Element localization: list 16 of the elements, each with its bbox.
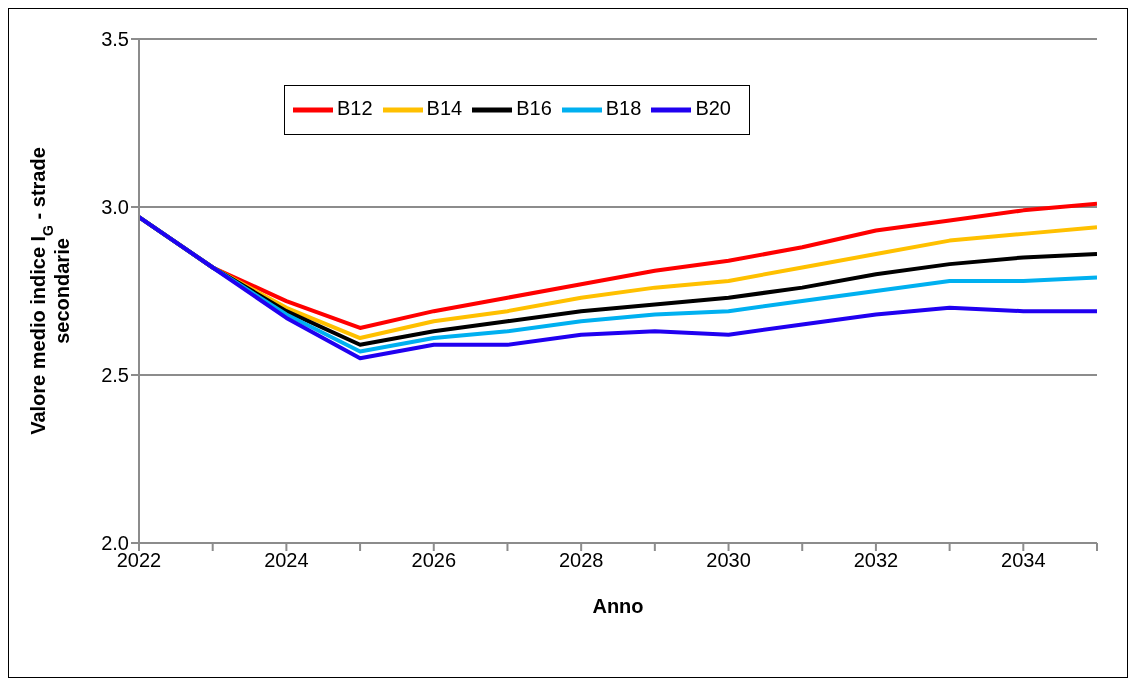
x-tick-label: 2024 xyxy=(264,549,309,572)
legend-label: B20 xyxy=(695,97,731,120)
y-tick-label: 3.0 xyxy=(101,196,129,219)
legend-label: B14 xyxy=(426,97,463,120)
x-tick-label: 2032 xyxy=(853,549,899,572)
x-tick-label: 2028 xyxy=(558,549,604,572)
x-axis-title: Anno xyxy=(592,595,644,617)
y-tick-label: 2.5 xyxy=(101,364,129,387)
legend-label: B16 xyxy=(516,97,552,120)
x-tick-label: 2022 xyxy=(116,549,162,572)
x-tick-label: 2026 xyxy=(411,549,457,572)
x-tick-label: 2030 xyxy=(706,549,751,572)
y-tick-label: 3.5 xyxy=(101,28,129,51)
x-tick-label: 2034 xyxy=(1001,549,1046,572)
legend-label: B18 xyxy=(605,97,642,120)
legend-label: B12 xyxy=(337,97,373,120)
